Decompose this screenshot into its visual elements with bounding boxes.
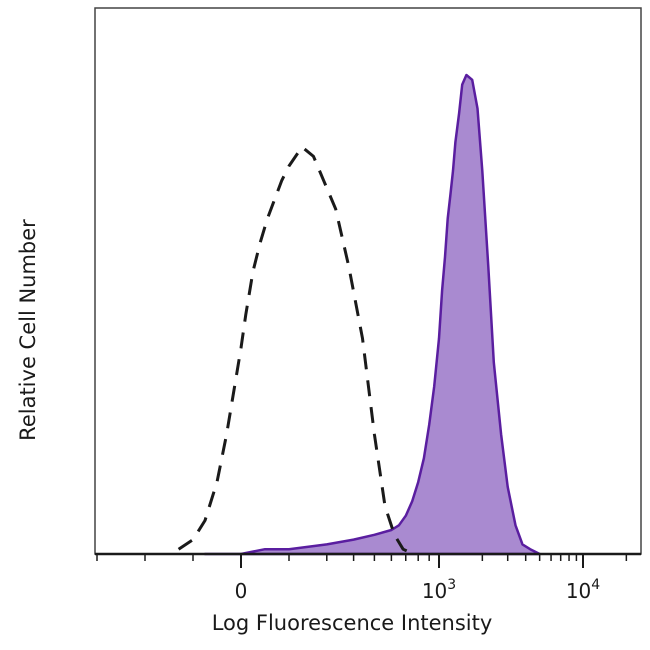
x-tick-label: 0 — [235, 579, 248, 603]
x-tick-label-exponent: 4 — [591, 577, 600, 593]
stained-histogram-area — [203, 73, 541, 556]
x-axis-ticks — [96, 554, 628, 568]
x-tick-label-base: 10 — [422, 579, 447, 603]
series-layer — [177, 73, 541, 556]
x-tick-label: 103 — [422, 577, 456, 603]
x-tick-label-base: 10 — [566, 579, 591, 603]
y-axis-title: Relative Cell Number — [16, 219, 40, 441]
x-tick-label: 104 — [566, 577, 600, 603]
x-tick-label-base: 0 — [235, 579, 248, 603]
plot-frame — [94, 7, 642, 555]
x-tick-label-exponent: 3 — [447, 577, 456, 593]
x-axis-title: Log Fluorescence Intensity — [212, 611, 493, 635]
control-histogram-line — [177, 145, 415, 556]
x-axis-tick-labels: 0 103 104 — [235, 577, 601, 603]
